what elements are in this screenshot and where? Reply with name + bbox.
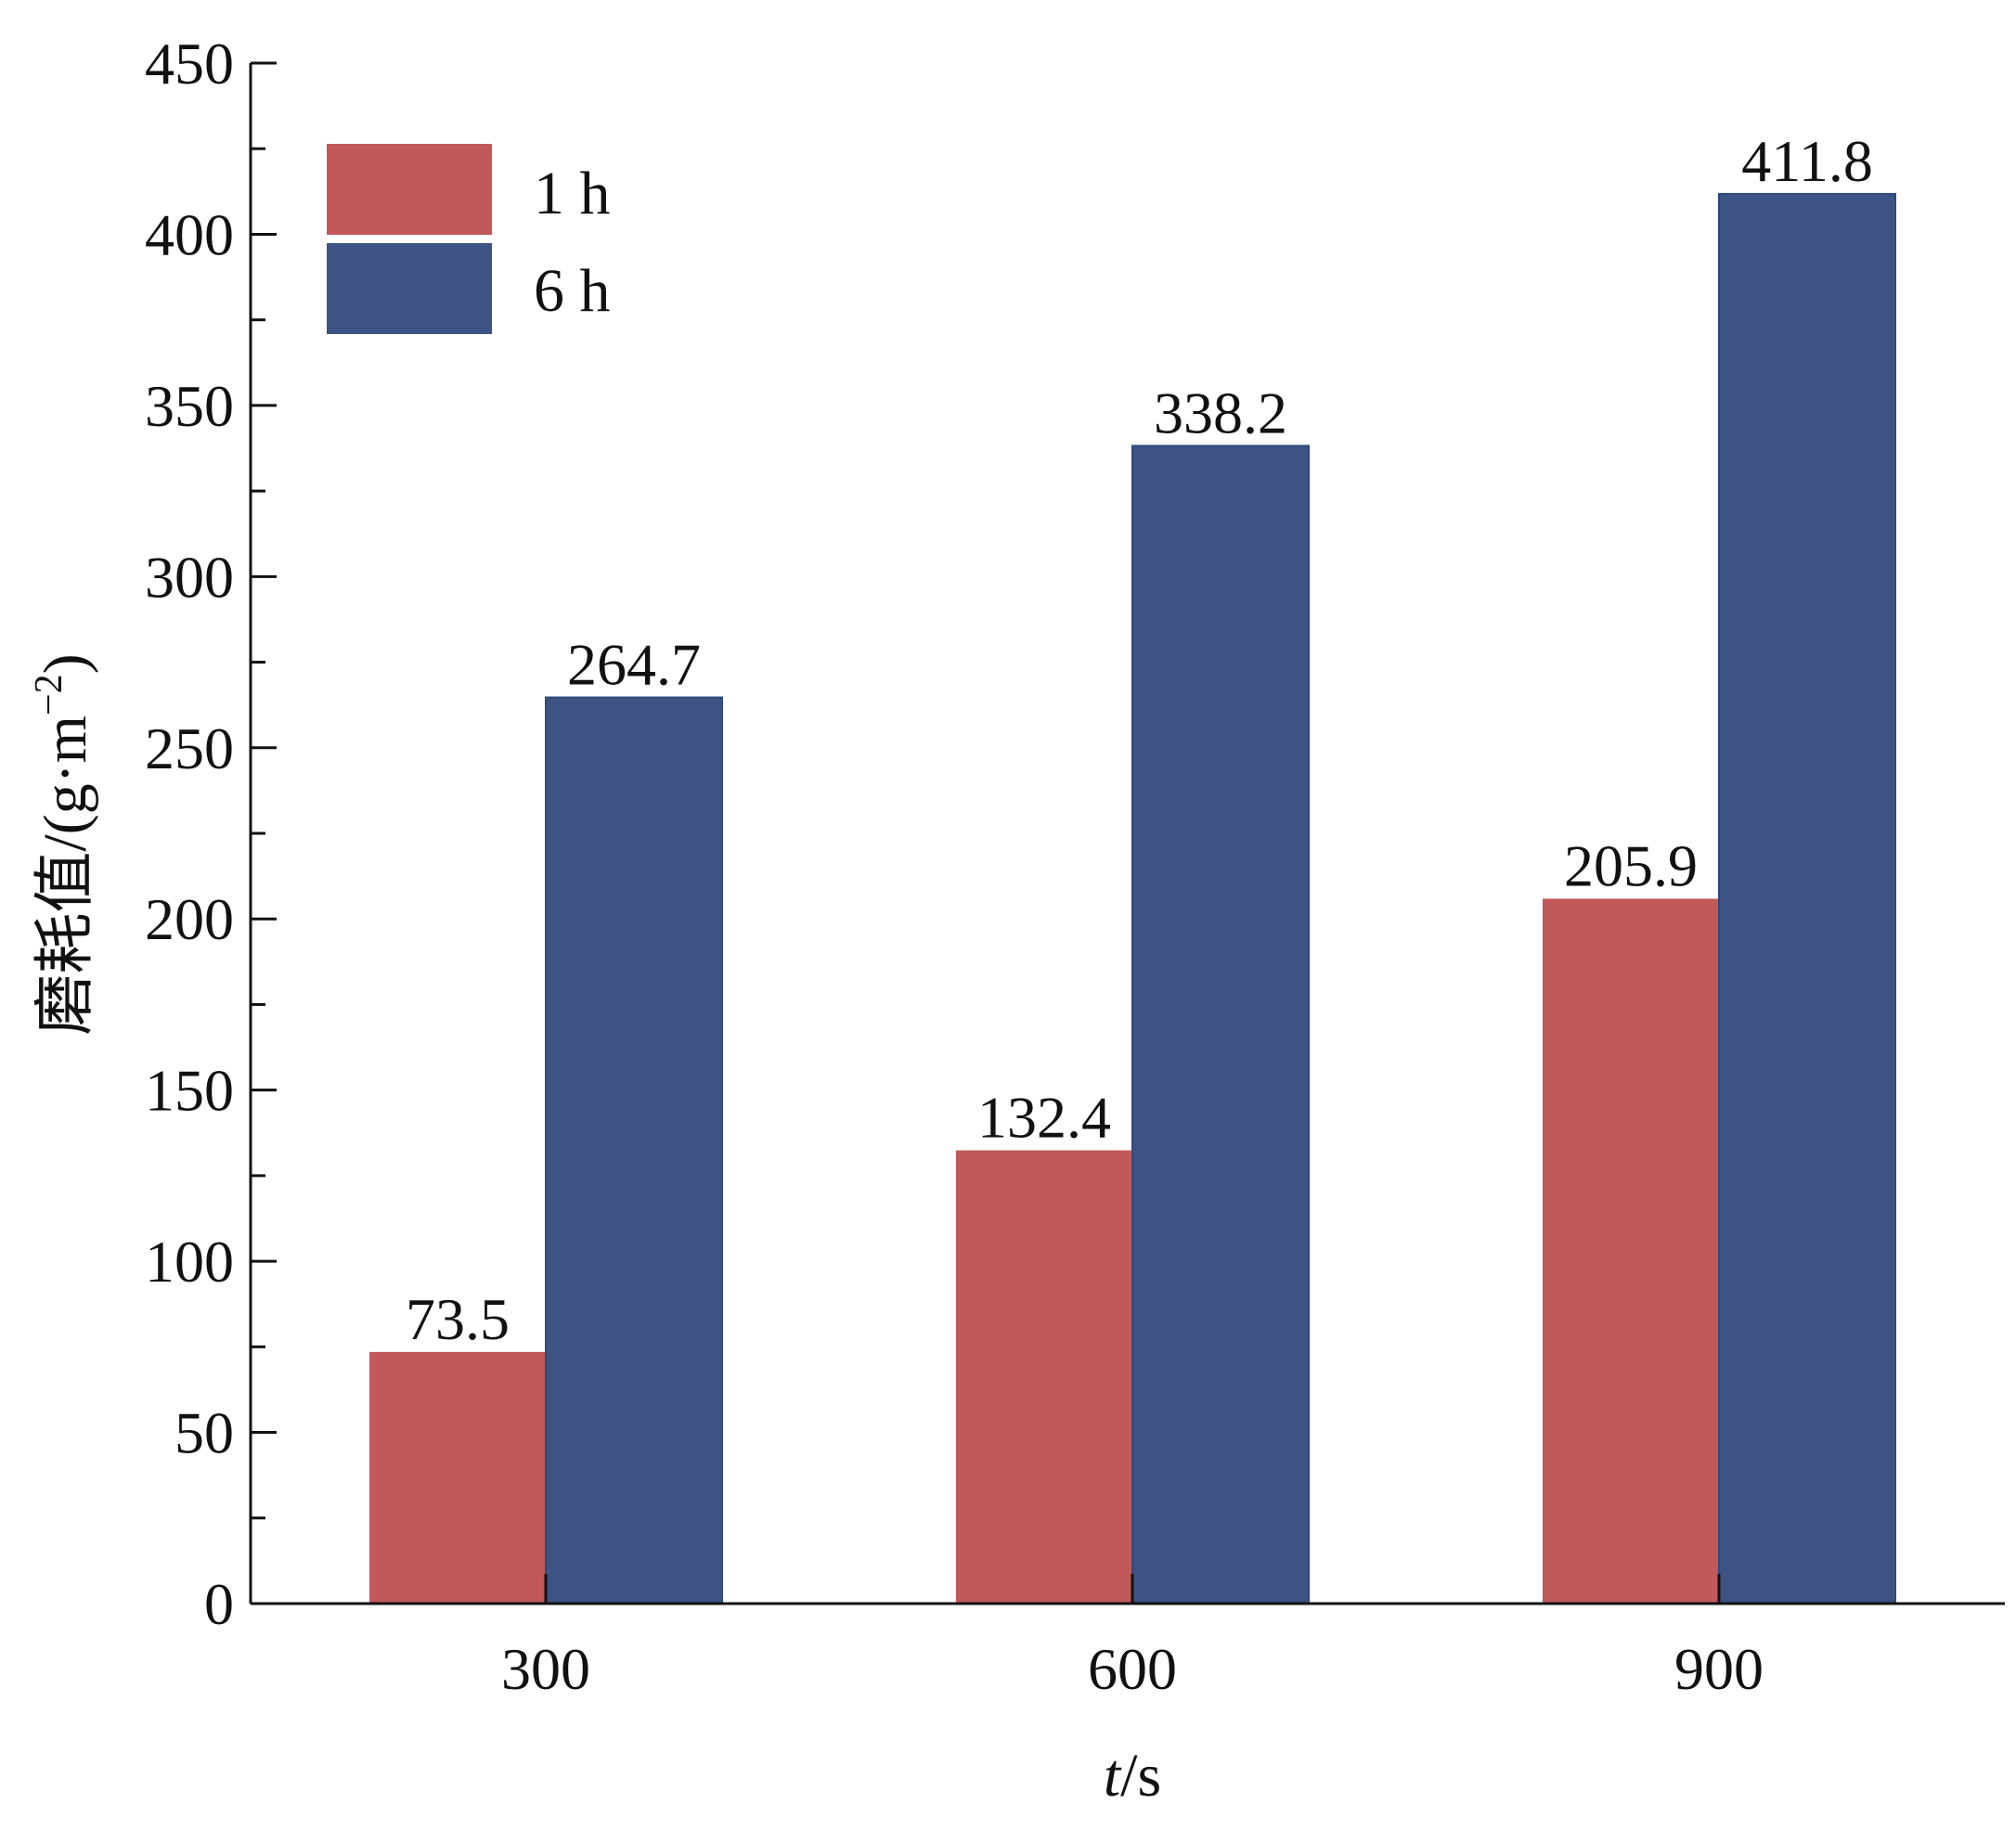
labels-layer: 73.5 132.4 205.9 264.7 338.2 411.8 0 50 100 150 20…: [145, 31, 1873, 1702]
legend-label-1h: 1 h: [534, 160, 611, 227]
y-tick-label-50: 50: [174, 1400, 234, 1466]
y-tick-label-450: 450: [145, 31, 234, 97]
y-tick-label-350: 350: [145, 373, 234, 439]
data-label-1h-900: 205.9: [1564, 832, 1698, 898]
y-tick-label-250: 250: [145, 715, 234, 781]
x-tick-label-600: 600: [1088, 1636, 1177, 1702]
data-label-6h-600: 338.2: [1154, 380, 1287, 445]
bars-layer: [369, 192, 1896, 1605]
data-label-1h-300: 73.5: [406, 1286, 510, 1352]
y-axis-title: 磨耗值/(g·m−2): [28, 653, 100, 1035]
x-tick-label-900: 900: [1674, 1636, 1764, 1702]
y-tick-label-0: 0: [204, 1571, 234, 1637]
y-tick-label-100: 100: [145, 1229, 234, 1295]
y-tick-label-200: 200: [145, 886, 234, 952]
bar-1h-600: [956, 1150, 1132, 1604]
legend-swatch-1h: [327, 144, 492, 235]
bar-1h-900: [1543, 898, 1719, 1604]
x-axis-title: t/s: [1104, 1742, 1161, 1810]
legend: 1 h 6 h: [327, 144, 611, 334]
bar-1h-300: [369, 1351, 546, 1604]
bar-6h-600: [1131, 445, 1310, 1605]
y-tick-label-400: 400: [145, 201, 234, 267]
y-tick-label-300: 300: [145, 544, 234, 610]
x-tick-label-300: 300: [501, 1636, 590, 1702]
data-label-6h-300: 264.7: [567, 632, 701, 698]
data-label-6h-900: 411.8: [1741, 128, 1873, 194]
axes-layer: [249, 61, 2005, 1605]
legend-swatch-6h: [327, 243, 492, 334]
bar-6h-900: [1718, 192, 1896, 1605]
data-label-1h-600: 132.4: [977, 1085, 1111, 1151]
legend-label-6h: 6 h: [534, 257, 611, 325]
bar-6h-300: [545, 696, 723, 1605]
y-tick-label-150: 150: [145, 1058, 234, 1124]
